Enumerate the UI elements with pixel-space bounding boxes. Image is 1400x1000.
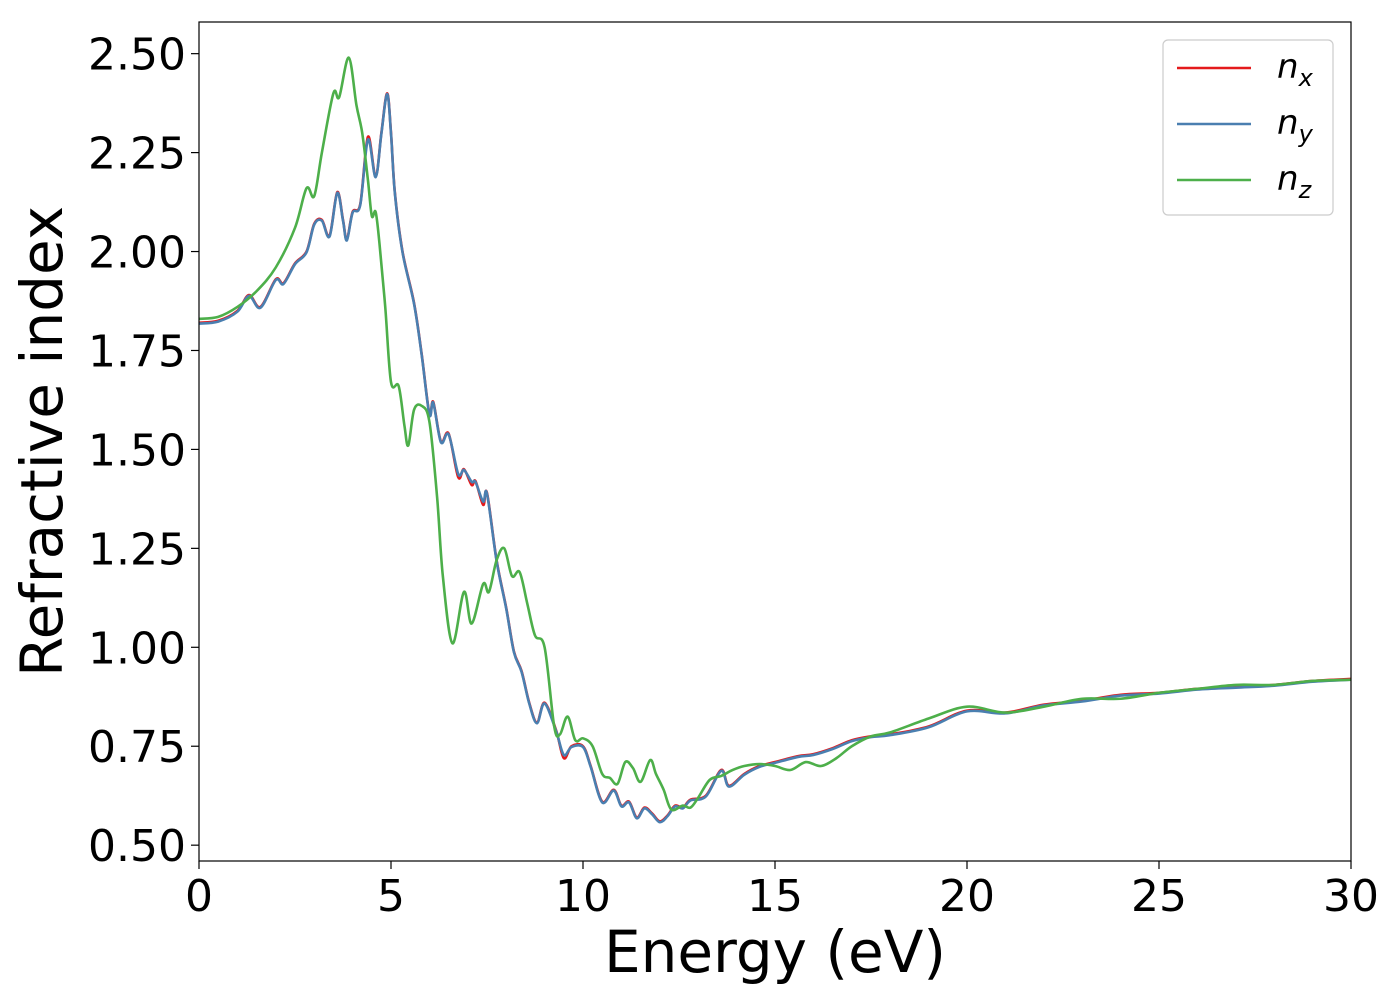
y-tick-label: 1.75 bbox=[88, 326, 186, 377]
x-tick-label: 25 bbox=[1131, 871, 1187, 922]
y-tick-label: 0.75 bbox=[88, 722, 186, 773]
legend: nx ny nz bbox=[1162, 39, 1334, 216]
y-tick-label: 2.00 bbox=[88, 228, 186, 279]
series-line-y bbox=[199, 92, 1351, 824]
y-axis-ticks: 0.50 0.75 1.00 1.25 1.50 1.75 2.00 2.25 2.50 bbox=[88, 30, 199, 872]
x-tick-label: 15 bbox=[747, 871, 803, 922]
x-axis-ticks: 0 5 10 15 20 25 30 bbox=[185, 861, 1379, 922]
series-layer bbox=[199, 56, 1351, 824]
legend-label-x: nx bbox=[1277, 47, 1314, 92]
series-line-z bbox=[199, 56, 1351, 812]
y-tick-label: 2.25 bbox=[88, 129, 186, 180]
x-tick-label: 0 bbox=[185, 871, 213, 922]
y-tick-label: 2.50 bbox=[88, 30, 186, 81]
y-tick-label: 1.00 bbox=[88, 623, 186, 674]
x-tick-label: 30 bbox=[1323, 871, 1379, 922]
legend-label-y: ny bbox=[1277, 103, 1314, 148]
y-axis-title: Refractive index bbox=[8, 206, 76, 677]
legend-label-z: nz bbox=[1277, 159, 1313, 204]
x-tick-label: 5 bbox=[377, 871, 405, 922]
x-tick-label: 20 bbox=[939, 871, 995, 922]
x-axis-title: Energy (eV) bbox=[604, 918, 946, 986]
y-tick-label: 1.50 bbox=[88, 425, 186, 476]
x-tick-label: 10 bbox=[555, 871, 611, 922]
y-tick-label: 1.25 bbox=[88, 524, 186, 575]
legend-box bbox=[1162, 39, 1334, 216]
y-tick-label: 0.50 bbox=[88, 821, 186, 872]
